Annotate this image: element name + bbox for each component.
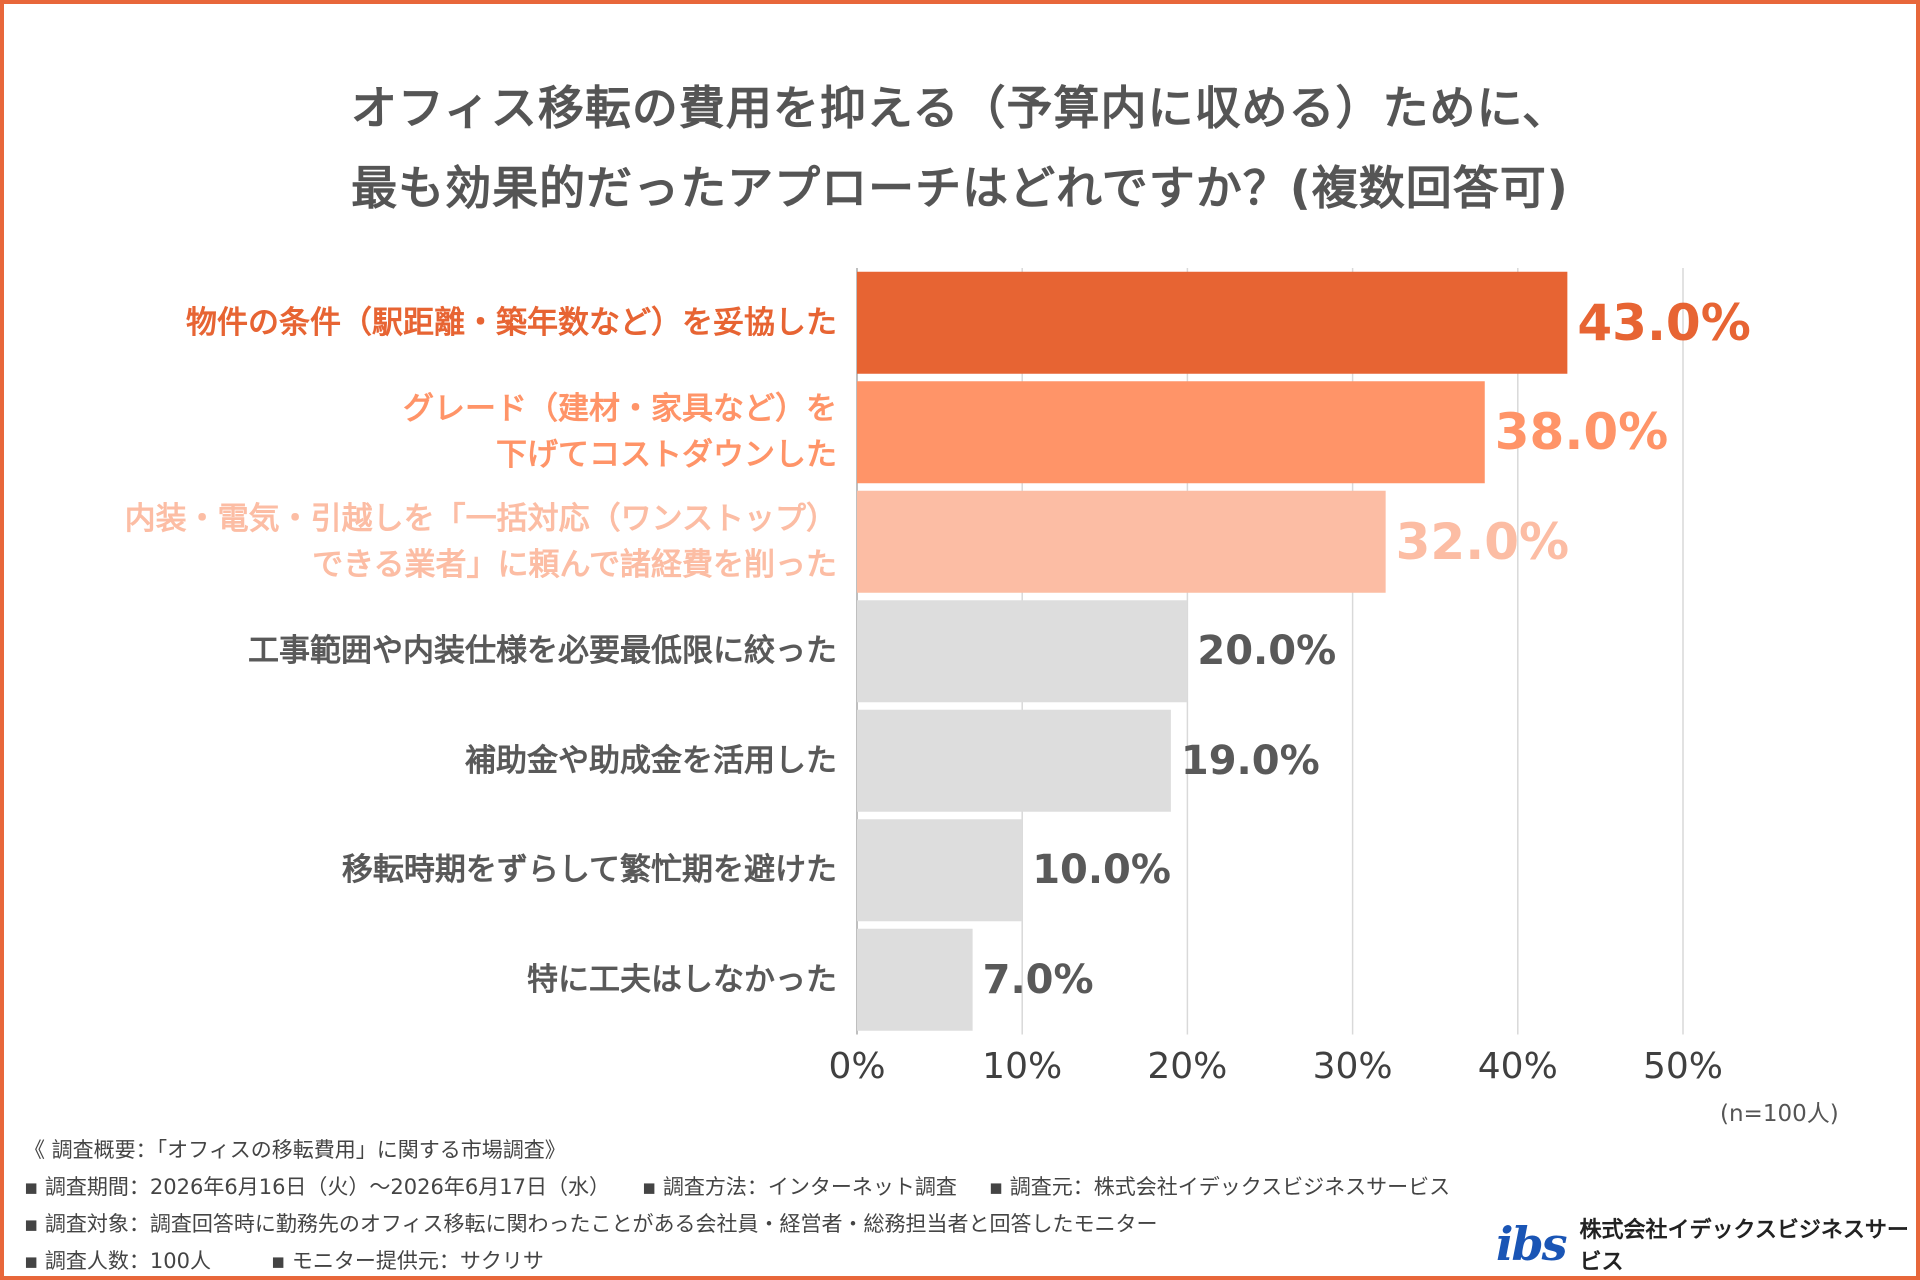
company-logo: ibs 株式会社イデックスビジネスサービス	[1496, 1212, 1920, 1276]
x-tick-label: 10%	[982, 1046, 1063, 1087]
survey-note-line: 《 調査概要：「オフィスの移転費用」に関する市場調査》	[24, 1132, 1450, 1169]
bar-3	[857, 490, 1386, 593]
value-label-1: 43.0%	[1577, 293, 1751, 352]
x-tick-label: 20%	[1147, 1046, 1228, 1087]
value-label-6: 10.0%	[1032, 847, 1171, 894]
category-label-line: できる業者」に頼んで諸経費を削った	[312, 546, 837, 583]
chart-title: オフィス移転の費用を抑える（予算内に収める）ために、 最も効果的だったアプローチ…	[0, 68, 1920, 228]
survey-note-item: ▪ 調査対象：調査回答時に勤務先のオフィス移転に関わったことがある会社員・経営者…	[24, 1212, 1158, 1236]
category-label-line: 物件の条件（駅距離・築年数など）を妥協した	[186, 304, 837, 341]
category-label-6: 移転時期をずらして繁忙期を避けた	[17, 847, 837, 893]
bar-4	[857, 600, 1188, 703]
category-label-3: 内装・電気・引越しを「一括対応（ワンストップ） できる業者」に頼んで諸経費を削った	[17, 496, 837, 588]
value-label-5: 19.0%	[1180, 737, 1320, 784]
value-label-4: 20.0%	[1197, 628, 1337, 675]
value-label-7: 7.0%	[982, 956, 1094, 1003]
survey-note-item: ▪ 調査期間：2026年6月16日（火）～2026年6月17日（水）	[24, 1175, 610, 1199]
survey-note-item: ▪ モニター提供元：サクリサ	[271, 1249, 544, 1273]
title-line-2: 最も効果的だったアプローチはどれですか？(複数回答可)	[351, 161, 1569, 215]
x-tick-label: 40%	[1477, 1046, 1558, 1087]
sample-size-label: (n=100人)	[1720, 1101, 1839, 1127]
survey-note-line: ▪ 調査人数：100人 ▪ モニター提供元：サクリサ	[24, 1243, 1450, 1280]
category-label-4: 工事範囲や内装仕様を必要最低限に絞った	[17, 628, 837, 674]
bar-2	[857, 381, 1485, 484]
category-label-7: 特に工夫はしなかった	[17, 957, 837, 1003]
title-line-1: オフィス移転の費用を抑える（予算内に収める）ために、	[350, 81, 1570, 135]
category-label-1: 物件の条件（駅距離・築年数など）を妥協した	[17, 300, 837, 346]
category-label-line: 移転時期をずらして繁忙期を避けた	[341, 852, 837, 889]
x-tick-label: 50%	[1642, 1046, 1723, 1087]
category-label-line: 内装・電気・引越しを「一括対応（ワンストップ）	[124, 500, 837, 537]
survey-note-item: ▪ 調査方法：インターネット調査	[641, 1175, 957, 1199]
company-name: 株式会社イデックスビジネスサービス	[1579, 1218, 1909, 1275]
survey-note-item: 《 調査概要：「オフィスの移転費用」に関する市場調査》	[24, 1138, 566, 1162]
survey-note-line: ▪ 調査対象：調査回答時に勤務先のオフィス移転に関わったことがある会社員・経営者…	[24, 1206, 1450, 1243]
category-label-line: 工事範囲や内装仕様を必要最低限に絞った	[248, 633, 837, 670]
bar-6	[857, 819, 1023, 922]
survey-note-item: ▪ 調査人数：100人	[24, 1249, 211, 1273]
category-label-2: グレード（建材・家具など）を下げてコストダウンした	[17, 386, 837, 478]
ibs-logo-mark: ibs	[1496, 1217, 1568, 1271]
bar-5	[857, 709, 1171, 812]
survey-notes: 《 調査概要：「オフィスの移転費用」に関する市場調査》 ▪ 調査期間：2026年6…	[24, 1132, 1450, 1280]
bar-1	[857, 271, 1568, 374]
value-label-3: 32.0%	[1395, 512, 1570, 571]
category-label-line: 補助金や助成金を活用した	[465, 742, 837, 779]
category-label-line: グレード（建材・家具など）を	[403, 391, 837, 428]
category-label-5: 補助金や助成金を活用した	[17, 738, 837, 784]
survey-note-line: ▪ 調査期間：2026年6月16日（火）～2026年6月17日（水） ▪ 調査方法…	[24, 1169, 1450, 1206]
bar-7	[857, 928, 973, 1031]
survey-note-item: ▪ 調査元：株式会社イデックスビジネスサービス	[988, 1175, 1451, 1199]
category-label-line: 下げてコストダウンした	[496, 437, 837, 474]
category-label-line: 特に工夫はしなかった	[527, 961, 837, 998]
x-tick-label: 0%	[828, 1046, 886, 1087]
value-label-2: 38.0%	[1494, 403, 1669, 462]
x-tick-label: 30%	[1312, 1046, 1393, 1087]
